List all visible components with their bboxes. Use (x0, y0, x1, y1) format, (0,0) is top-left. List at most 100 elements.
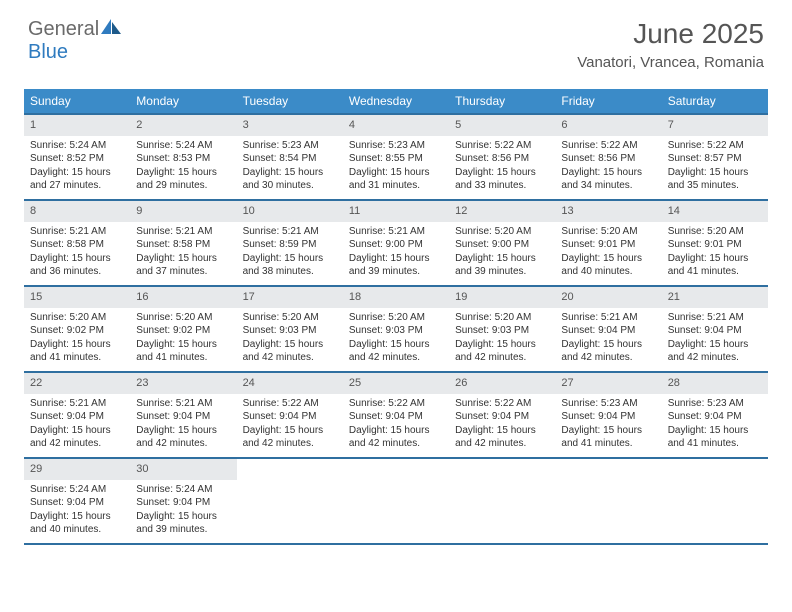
day-body: Sunrise: 5:24 AMSunset: 8:52 PMDaylight:… (24, 136, 130, 199)
logo-text-blue: Blue (28, 41, 68, 63)
sunrise-text: Sunrise: 5:21 AM (30, 397, 124, 411)
day-number: 23 (130, 373, 236, 394)
day-body: Sunrise: 5:20 AMSunset: 9:02 PMDaylight:… (130, 308, 236, 371)
day-number (237, 459, 343, 465)
daylight-text: Daylight: 15 hours and 34 minutes. (561, 166, 655, 193)
daylight-text: Daylight: 15 hours and 40 minutes. (561, 252, 655, 279)
day-cell: 4Sunrise: 5:23 AMSunset: 8:55 PMDaylight… (343, 115, 449, 199)
daylight-text: Daylight: 15 hours and 39 minutes. (455, 252, 549, 279)
sunrise-text: Sunrise: 5:20 AM (349, 311, 443, 325)
day-cell: 7Sunrise: 5:22 AMSunset: 8:57 PMDaylight… (662, 115, 768, 199)
day-cell: 12Sunrise: 5:20 AMSunset: 9:00 PMDayligh… (449, 201, 555, 285)
sunrise-text: Sunrise: 5:23 AM (349, 139, 443, 153)
day-number: 1 (24, 115, 130, 136)
day-number: 7 (662, 115, 768, 136)
sunset-text: Sunset: 9:04 PM (136, 410, 230, 424)
day-number: 17 (237, 287, 343, 308)
day-cell: 21Sunrise: 5:21 AMSunset: 9:04 PMDayligh… (662, 287, 768, 371)
day-number: 18 (343, 287, 449, 308)
day-number: 5 (449, 115, 555, 136)
sunset-text: Sunset: 8:58 PM (136, 238, 230, 252)
day-cell: 3Sunrise: 5:23 AMSunset: 8:54 PMDaylight… (237, 115, 343, 199)
sunset-text: Sunset: 9:02 PM (136, 324, 230, 338)
day-number (662, 459, 768, 465)
location-text: Vanatori, Vrancea, Romania (577, 54, 764, 71)
week-row: 22Sunrise: 5:21 AMSunset: 9:04 PMDayligh… (24, 373, 768, 459)
day-number: 22 (24, 373, 130, 394)
daylight-text: Daylight: 15 hours and 40 minutes. (30, 510, 124, 537)
daylight-text: Daylight: 15 hours and 27 minutes. (30, 166, 124, 193)
day-cell: 14Sunrise: 5:20 AMSunset: 9:01 PMDayligh… (662, 201, 768, 285)
sunrise-text: Sunrise: 5:22 AM (243, 397, 337, 411)
day-number: 27 (555, 373, 661, 394)
day-number: 4 (343, 115, 449, 136)
sunrise-text: Sunrise: 5:24 AM (136, 483, 230, 497)
day-cell: 13Sunrise: 5:20 AMSunset: 9:01 PMDayligh… (555, 201, 661, 285)
day-number: 3 (237, 115, 343, 136)
day-number: 16 (130, 287, 236, 308)
day-body: Sunrise: 5:21 AMSunset: 8:58 PMDaylight:… (130, 222, 236, 285)
day-number: 11 (343, 201, 449, 222)
logo-sail-icon (101, 19, 123, 35)
week-row: 8Sunrise: 5:21 AMSunset: 8:58 PMDaylight… (24, 201, 768, 287)
day-number: 10 (237, 201, 343, 222)
daylight-text: Daylight: 15 hours and 42 minutes. (668, 338, 762, 365)
daylight-text: Daylight: 15 hours and 31 minutes. (349, 166, 443, 193)
day-number: 14 (662, 201, 768, 222)
weeks-container: 1Sunrise: 5:24 AMSunset: 8:52 PMDaylight… (24, 113, 768, 545)
day-body: Sunrise: 5:22 AMSunset: 8:56 PMDaylight:… (555, 136, 661, 199)
dow-row: Sunday Monday Tuesday Wednesday Thursday… (24, 89, 768, 113)
daylight-text: Daylight: 15 hours and 42 minutes. (561, 338, 655, 365)
header: General Blue June 2025 Vanatori, Vrancea… (0, 0, 792, 79)
sunset-text: Sunset: 9:04 PM (668, 410, 762, 424)
day-number: 26 (449, 373, 555, 394)
day-cell: 9Sunrise: 5:21 AMSunset: 8:58 PMDaylight… (130, 201, 236, 285)
daylight-text: Daylight: 15 hours and 41 minutes. (30, 338, 124, 365)
sunset-text: Sunset: 9:04 PM (561, 324, 655, 338)
sunrise-text: Sunrise: 5:24 AM (30, 483, 124, 497)
sunset-text: Sunset: 9:00 PM (349, 238, 443, 252)
sunrise-text: Sunrise: 5:20 AM (668, 225, 762, 239)
dow-tuesday: Tuesday (237, 89, 343, 113)
day-number: 15 (24, 287, 130, 308)
dow-sunday: Sunday (24, 89, 130, 113)
day-body: Sunrise: 5:21 AMSunset: 9:04 PMDaylight:… (662, 308, 768, 371)
day-body: Sunrise: 5:23 AMSunset: 8:55 PMDaylight:… (343, 136, 449, 199)
day-cell: 10Sunrise: 5:21 AMSunset: 8:59 PMDayligh… (237, 201, 343, 285)
sunrise-text: Sunrise: 5:22 AM (561, 139, 655, 153)
day-body: Sunrise: 5:20 AMSunset: 9:03 PMDaylight:… (449, 308, 555, 371)
day-cell: 17Sunrise: 5:20 AMSunset: 9:03 PMDayligh… (237, 287, 343, 371)
day-body: Sunrise: 5:21 AMSunset: 9:04 PMDaylight:… (24, 394, 130, 457)
sunset-text: Sunset: 8:54 PM (243, 152, 337, 166)
calendar: Sunday Monday Tuesday Wednesday Thursday… (24, 89, 768, 545)
day-body: Sunrise: 5:23 AMSunset: 9:04 PMDaylight:… (662, 394, 768, 457)
sunrise-text: Sunrise: 5:24 AM (30, 139, 124, 153)
daylight-text: Daylight: 15 hours and 42 minutes. (455, 424, 549, 451)
day-body: Sunrise: 5:22 AMSunset: 9:04 PMDaylight:… (343, 394, 449, 457)
day-body: Sunrise: 5:21 AMSunset: 9:04 PMDaylight:… (130, 394, 236, 457)
day-number (343, 459, 449, 465)
day-body: Sunrise: 5:20 AMSunset: 9:01 PMDaylight:… (555, 222, 661, 285)
daylight-text: Daylight: 15 hours and 42 minutes. (349, 424, 443, 451)
sunset-text: Sunset: 9:01 PM (668, 238, 762, 252)
sunrise-text: Sunrise: 5:23 AM (668, 397, 762, 411)
day-body: Sunrise: 5:21 AMSunset: 9:04 PMDaylight:… (555, 308, 661, 371)
sunset-text: Sunset: 9:04 PM (243, 410, 337, 424)
day-number: 12 (449, 201, 555, 222)
day-cell: 2Sunrise: 5:24 AMSunset: 8:53 PMDaylight… (130, 115, 236, 199)
title-block: June 2025 Vanatori, Vrancea, Romania (577, 18, 764, 71)
sunset-text: Sunset: 8:59 PM (243, 238, 337, 252)
day-cell: 29Sunrise: 5:24 AMSunset: 9:04 PMDayligh… (24, 459, 130, 543)
sunrise-text: Sunrise: 5:20 AM (455, 225, 549, 239)
day-body: Sunrise: 5:20 AMSunset: 9:03 PMDaylight:… (343, 308, 449, 371)
dow-monday: Monday (130, 89, 236, 113)
daylight-text: Daylight: 15 hours and 41 minutes. (136, 338, 230, 365)
sunset-text: Sunset: 9:04 PM (561, 410, 655, 424)
day-cell: 23Sunrise: 5:21 AMSunset: 9:04 PMDayligh… (130, 373, 236, 457)
day-cell: 27Sunrise: 5:23 AMSunset: 9:04 PMDayligh… (555, 373, 661, 457)
day-body: Sunrise: 5:20 AMSunset: 9:01 PMDaylight:… (662, 222, 768, 285)
sunset-text: Sunset: 8:56 PM (561, 152, 655, 166)
sunset-text: Sunset: 9:03 PM (243, 324, 337, 338)
week-row: 15Sunrise: 5:20 AMSunset: 9:02 PMDayligh… (24, 287, 768, 373)
sunset-text: Sunset: 9:04 PM (455, 410, 549, 424)
